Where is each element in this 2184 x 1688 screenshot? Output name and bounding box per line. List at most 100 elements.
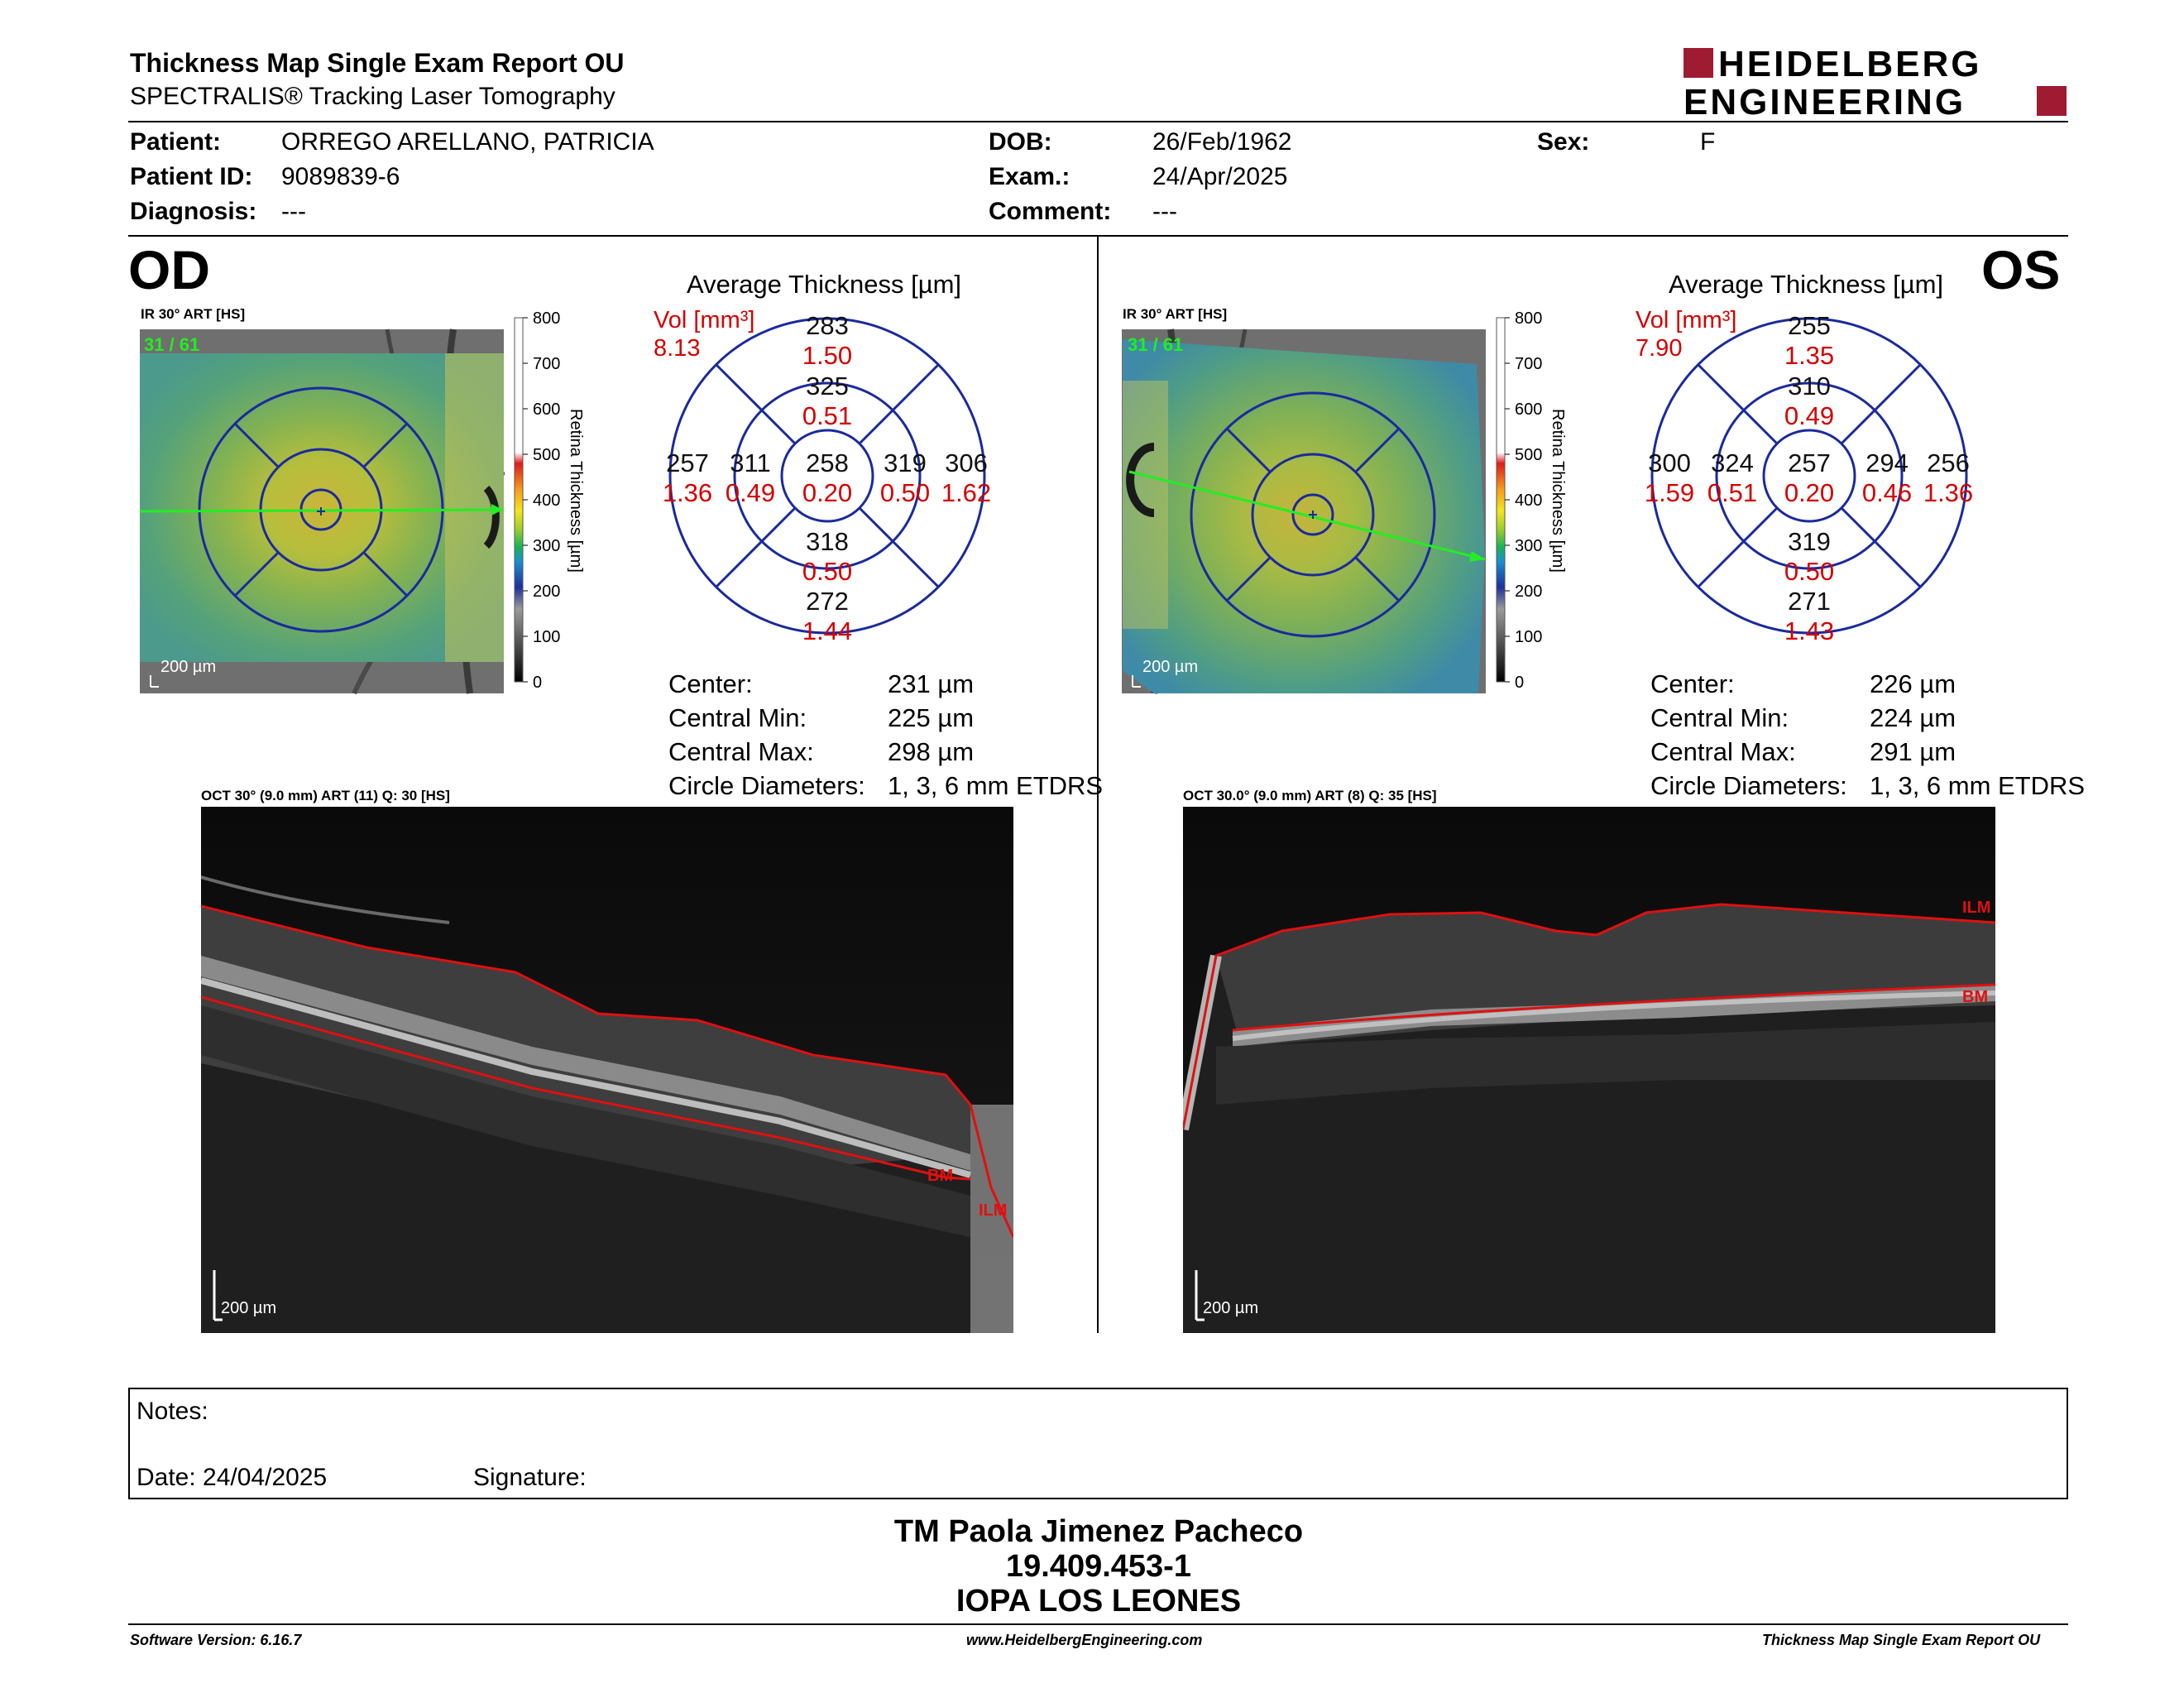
- os-stat-label: Central Max:: [1650, 737, 1796, 766]
- patient-divider: [128, 235, 2068, 237]
- os-center-vol: 0.20: [1784, 478, 1834, 507]
- os-outer-superior-vol: 1.35: [1784, 341, 1834, 370]
- od-oct-scan: BM ILM 200 µm: [199, 807, 1015, 1333]
- notes-box[interactable]: Notes: Date: 24/04/2025 Signature:: [128, 1388, 2068, 1499]
- header-divider: [128, 121, 2068, 122]
- od-outer-superior: 283: [806, 311, 849, 340]
- od-stat-label: Circle Diameters:: [668, 771, 865, 800]
- os-outer-inferior: 271: [1788, 587, 1831, 616]
- os-oct-label: OCT 30.0° (9.0 mm) ART (8) Q: 35 [HS]: [1183, 788, 1437, 803]
- os-stat-value: 1, 3, 6 mm ETDRS: [1870, 771, 2086, 800]
- od-stat-value: 225 µm: [888, 703, 975, 732]
- od-stats: Center: Central Min: Central Max: Circle…: [668, 667, 865, 803]
- od-cbar-title: Retina Thickness [µm]: [567, 409, 585, 573]
- os-etdrs-inner-ring: [1251, 453, 1375, 577]
- diagnosis-label: Diagnosis:: [130, 198, 257, 225]
- od-outer-nasal-vol: 1.62: [941, 478, 991, 507]
- od-ir-label: IR 30° ART [HS]: [141, 306, 246, 322]
- os-outer-nasal: 256: [1927, 448, 1970, 477]
- od-stats-values: 231 µm 225 µm 298 µm 1, 3, 6 mm ETDRS: [888, 667, 1103, 803]
- os-etdrs-chart: 255 1.35 310 0.49 300 1.59 324 0.51 257 …: [1631, 306, 1987, 654]
- os-outer-temporal-vol: 1.59: [1645, 478, 1694, 507]
- os-cbar-tick: 600: [1515, 400, 1542, 419]
- od-colorbar: 800 700 600 500 400 300 200 100 0 Retina…: [513, 306, 596, 695]
- os-oct-scan: ILM BM 200 µm: [1177, 807, 1996, 1333]
- os-oct-scale: 200 µm: [1203, 1299, 1258, 1317]
- os-outer-inferior-vol: 1.43: [1784, 616, 1834, 645]
- od-bm-label: BM: [927, 1167, 953, 1185]
- od-stat-label: Central Min:: [668, 703, 807, 732]
- signer-id: 19.409.453-1: [1006, 1549, 1191, 1584]
- os-stat-label: Circle Diameters:: [1650, 771, 1847, 800]
- os-outer-nasal-vol: 1.36: [1923, 478, 1973, 507]
- os-stat-value: 224 µm: [1870, 703, 1956, 732]
- os-inner-temporal-vol: 0.51: [1707, 478, 1757, 507]
- os-etdrs-center-ring: [1291, 493, 1334, 536]
- os-outer-superior: 255: [1788, 311, 1831, 340]
- os-cbar-tick: 700: [1515, 355, 1542, 373]
- comment-value: ---: [1152, 198, 1177, 225]
- os-cbar-tick: 400: [1515, 492, 1542, 510]
- od-avg-title: Average Thickness [µm]: [687, 270, 962, 299]
- od-inner-temporal-vol: 0.49: [726, 478, 775, 507]
- os-fundus-panel: IR 30° ART [HS] 31 / 61 200 µm: [1121, 306, 1487, 695]
- od-ilm-label: ILM: [979, 1201, 1007, 1220]
- od-cbar-tick: 0: [533, 674, 542, 692]
- os-vol-label: Vol [mm³]: [1636, 307, 1737, 333]
- od-vol-label: Vol [mm³]: [654, 307, 755, 333]
- os-stats: Center: Central Min: Central Max: Circle…: [1650, 667, 1847, 803]
- logo-square-top: [1684, 48, 1713, 78]
- od-cbar-tick: 300: [533, 537, 560, 555]
- od-optic-disc: [483, 485, 500, 549]
- od-center: 258: [806, 448, 849, 477]
- dob-label: DOB:: [989, 128, 1052, 156]
- od-inner-inferior: 318: [806, 527, 849, 556]
- od-volume: Vol [mm³] 8.13: [654, 306, 754, 362]
- od-inner-superior: 325: [806, 372, 849, 400]
- notes-date: Date: 24/04/2025: [136, 1464, 328, 1491]
- os-cbar-tick: 800: [1515, 309, 1542, 328]
- os-vol-value: 7.90: [1636, 335, 1683, 362]
- od-center-vol: 0.20: [802, 478, 852, 507]
- signer-org: IOPA LOS LEONES: [956, 1584, 1242, 1618]
- os-stat-value: 226 µm: [1870, 669, 1956, 698]
- od-inner-nasal-vol: 0.50: [880, 478, 930, 507]
- logo-line-2: ENGINEERING: [1684, 82, 1966, 117]
- os-inner-temporal: 324: [1711, 448, 1754, 477]
- od-cbar-tick: 700: [533, 355, 560, 373]
- os-cbar-title: Retina Thickness [µm]: [1549, 409, 1567, 573]
- os-cbar-tick: 500: [1515, 446, 1542, 464]
- report-subtitle: SPECTRALIS® Tracking Laser Tomography: [130, 83, 615, 110]
- od-cbar-tick: 600: [533, 400, 560, 419]
- eye-divider: [1097, 237, 1099, 1333]
- software-version: Software Version: 6.16.7: [130, 1632, 302, 1648]
- os-colorbar: 800 700 600 500 400 300 200 100 0 Retina…: [1495, 306, 1578, 695]
- od-outer-inferior: 272: [806, 587, 849, 616]
- patient-id-label: Patient ID:: [130, 163, 253, 190]
- os-inner-inferior-vol: 0.50: [1784, 557, 1834, 586]
- od-outer-superior-vol: 1.50: [802, 341, 852, 370]
- od-stat-label: Central Max:: [668, 737, 814, 766]
- od-ilm-line: [200, 904, 1015, 1238]
- os-inner-superior: 310: [1788, 372, 1831, 400]
- os-ilm-label: ILM: [1962, 899, 1990, 917]
- logo-square-bottom: [2037, 86, 2067, 116]
- os-bm-line: [1232, 983, 1996, 1032]
- od-cbar-tick: 100: [533, 628, 560, 646]
- od-inner-superior-vol: 0.51: [802, 401, 852, 430]
- notes-label: Notes:: [136, 1398, 208, 1425]
- website-link[interactable]: www.HeidelbergEngineering.com: [966, 1632, 1203, 1648]
- od-stat-label: Center:: [668, 669, 753, 698]
- patient-id: 9089839-6: [281, 163, 400, 190]
- os-cbar-tick: 200: [1515, 583, 1542, 601]
- os-scan-fraction: 31 / 61: [1128, 334, 1183, 355]
- od-outer-nasal: 306: [945, 448, 988, 477]
- od-cbar-tick: 800: [533, 309, 560, 328]
- signature-label: Signature:: [473, 1464, 587, 1491]
- od-cbar-tick: 400: [533, 492, 560, 510]
- os-ilm-line: [1181, 903, 1996, 1130]
- dob-value: 26/Feb/1962: [1152, 128, 1292, 156]
- od-stat-value: 231 µm: [888, 669, 975, 698]
- os-center: 257: [1788, 448, 1831, 477]
- sex-label: Sex:: [1537, 128, 1590, 156]
